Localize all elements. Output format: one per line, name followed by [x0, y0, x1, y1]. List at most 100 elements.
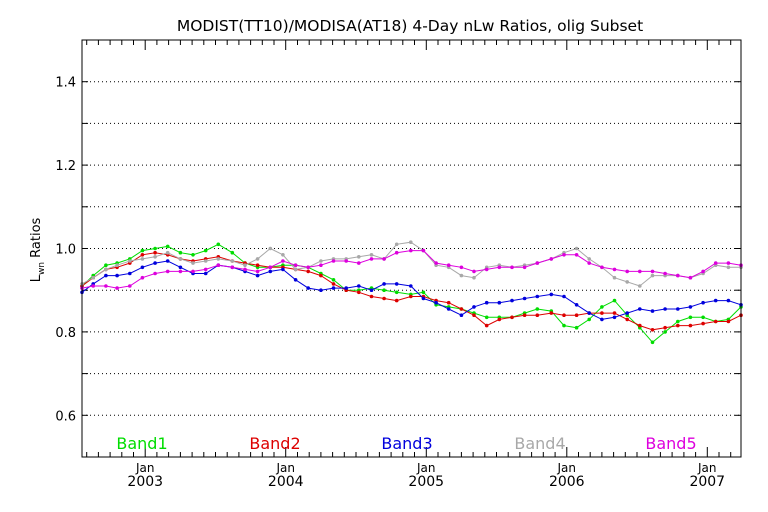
data-point [357, 254, 361, 259]
data-point [625, 269, 629, 274]
data-point [484, 315, 489, 320]
data-point [688, 305, 693, 309]
data-point [165, 269, 170, 274]
data-point [701, 269, 705, 274]
data-point [562, 294, 566, 299]
data-point [153, 246, 157, 251]
data-point [510, 298, 514, 303]
data-point [638, 284, 642, 288]
data-point [535, 313, 540, 318]
data-point [409, 240, 413, 244]
data-point [434, 300, 438, 305]
data-point [676, 323, 680, 328]
data-point [140, 257, 145, 261]
legend-item-band4: Band4 [514, 434, 565, 453]
data-point [140, 265, 145, 270]
data-point [230, 259, 235, 263]
data-point [587, 311, 591, 315]
legend: Band1 Band2 Band3 Band4 Band5 [116, 434, 696, 453]
data-point [382, 257, 386, 261]
data-point [663, 307, 667, 311]
data-point [587, 257, 591, 261]
data-point [191, 261, 195, 265]
y-axis-label: Lwn Ratios [29, 217, 47, 282]
y-tick-label: 1.0 [55, 243, 76, 258]
data-point [459, 265, 464, 270]
x-tick-label-month: Jan [275, 461, 295, 475]
data-point [203, 248, 208, 253]
series-line-band2 [81, 252, 742, 331]
data-point [203, 267, 208, 272]
data-point [178, 265, 183, 270]
data-point [562, 253, 566, 257]
data-point [510, 315, 514, 320]
data-point [688, 275, 693, 280]
y-axis-label-main: L [29, 274, 44, 282]
data-point [191, 269, 195, 274]
data-point [230, 265, 235, 270]
data-point [562, 323, 566, 328]
data-point [587, 317, 591, 322]
data-point [140, 275, 145, 280]
y-axis-label-rest: Ratios [29, 217, 44, 262]
data-point [574, 303, 579, 307]
data-point [203, 271, 208, 276]
data-point [484, 300, 489, 305]
data-point [600, 311, 604, 315]
x-tick-label-year: 2007 [689, 474, 725, 490]
data-point [319, 263, 323, 268]
data-point [331, 282, 336, 286]
chart-title: MODIST(TT10)/MODISA(AT18) 4-Day nLw Rati… [177, 17, 643, 35]
data-point [394, 290, 399, 295]
data-point [203, 259, 208, 263]
data-point [409, 294, 413, 299]
data-point [128, 284, 132, 288]
data-point [638, 323, 642, 328]
data-point [382, 296, 386, 301]
data-point [153, 254, 157, 259]
data-point [357, 261, 361, 265]
data-point [535, 294, 540, 299]
data-point [446, 300, 451, 305]
data-point [394, 242, 399, 247]
x-tick-label-year: 2005 [408, 474, 444, 490]
data-point [497, 317, 502, 322]
data-point [701, 321, 705, 326]
data-point [153, 271, 157, 276]
data-point [319, 259, 323, 263]
data-point [255, 273, 260, 278]
data-point [319, 273, 323, 278]
data-point [688, 315, 693, 320]
data-point [306, 286, 311, 290]
data-point [394, 298, 399, 303]
data-point [650, 269, 655, 274]
data-point [319, 288, 323, 293]
data-point [91, 284, 95, 288]
series-line-band5 [81, 250, 742, 289]
data-point [409, 248, 413, 253]
data-point [140, 248, 145, 253]
data-point [688, 323, 693, 328]
data-point [243, 267, 247, 272]
data-point [625, 280, 629, 284]
data-point [574, 246, 579, 251]
data-point [600, 317, 604, 322]
data-point [549, 292, 554, 297]
data-point [612, 275, 617, 280]
data-point [549, 311, 554, 315]
data-point [115, 286, 119, 290]
data-point [357, 290, 361, 295]
data-point [369, 257, 374, 261]
data-point [726, 298, 731, 303]
y-tick-label: 0.6 [55, 409, 76, 424]
data-point [663, 271, 667, 276]
data-point [394, 250, 399, 255]
data-point [243, 263, 247, 268]
data-point [230, 250, 235, 255]
data-point [562, 313, 566, 318]
data-point [91, 275, 95, 280]
data-point [382, 282, 386, 286]
data-point [650, 273, 655, 278]
data-point [421, 290, 426, 295]
x-tick-label-year: 2003 [127, 474, 163, 490]
